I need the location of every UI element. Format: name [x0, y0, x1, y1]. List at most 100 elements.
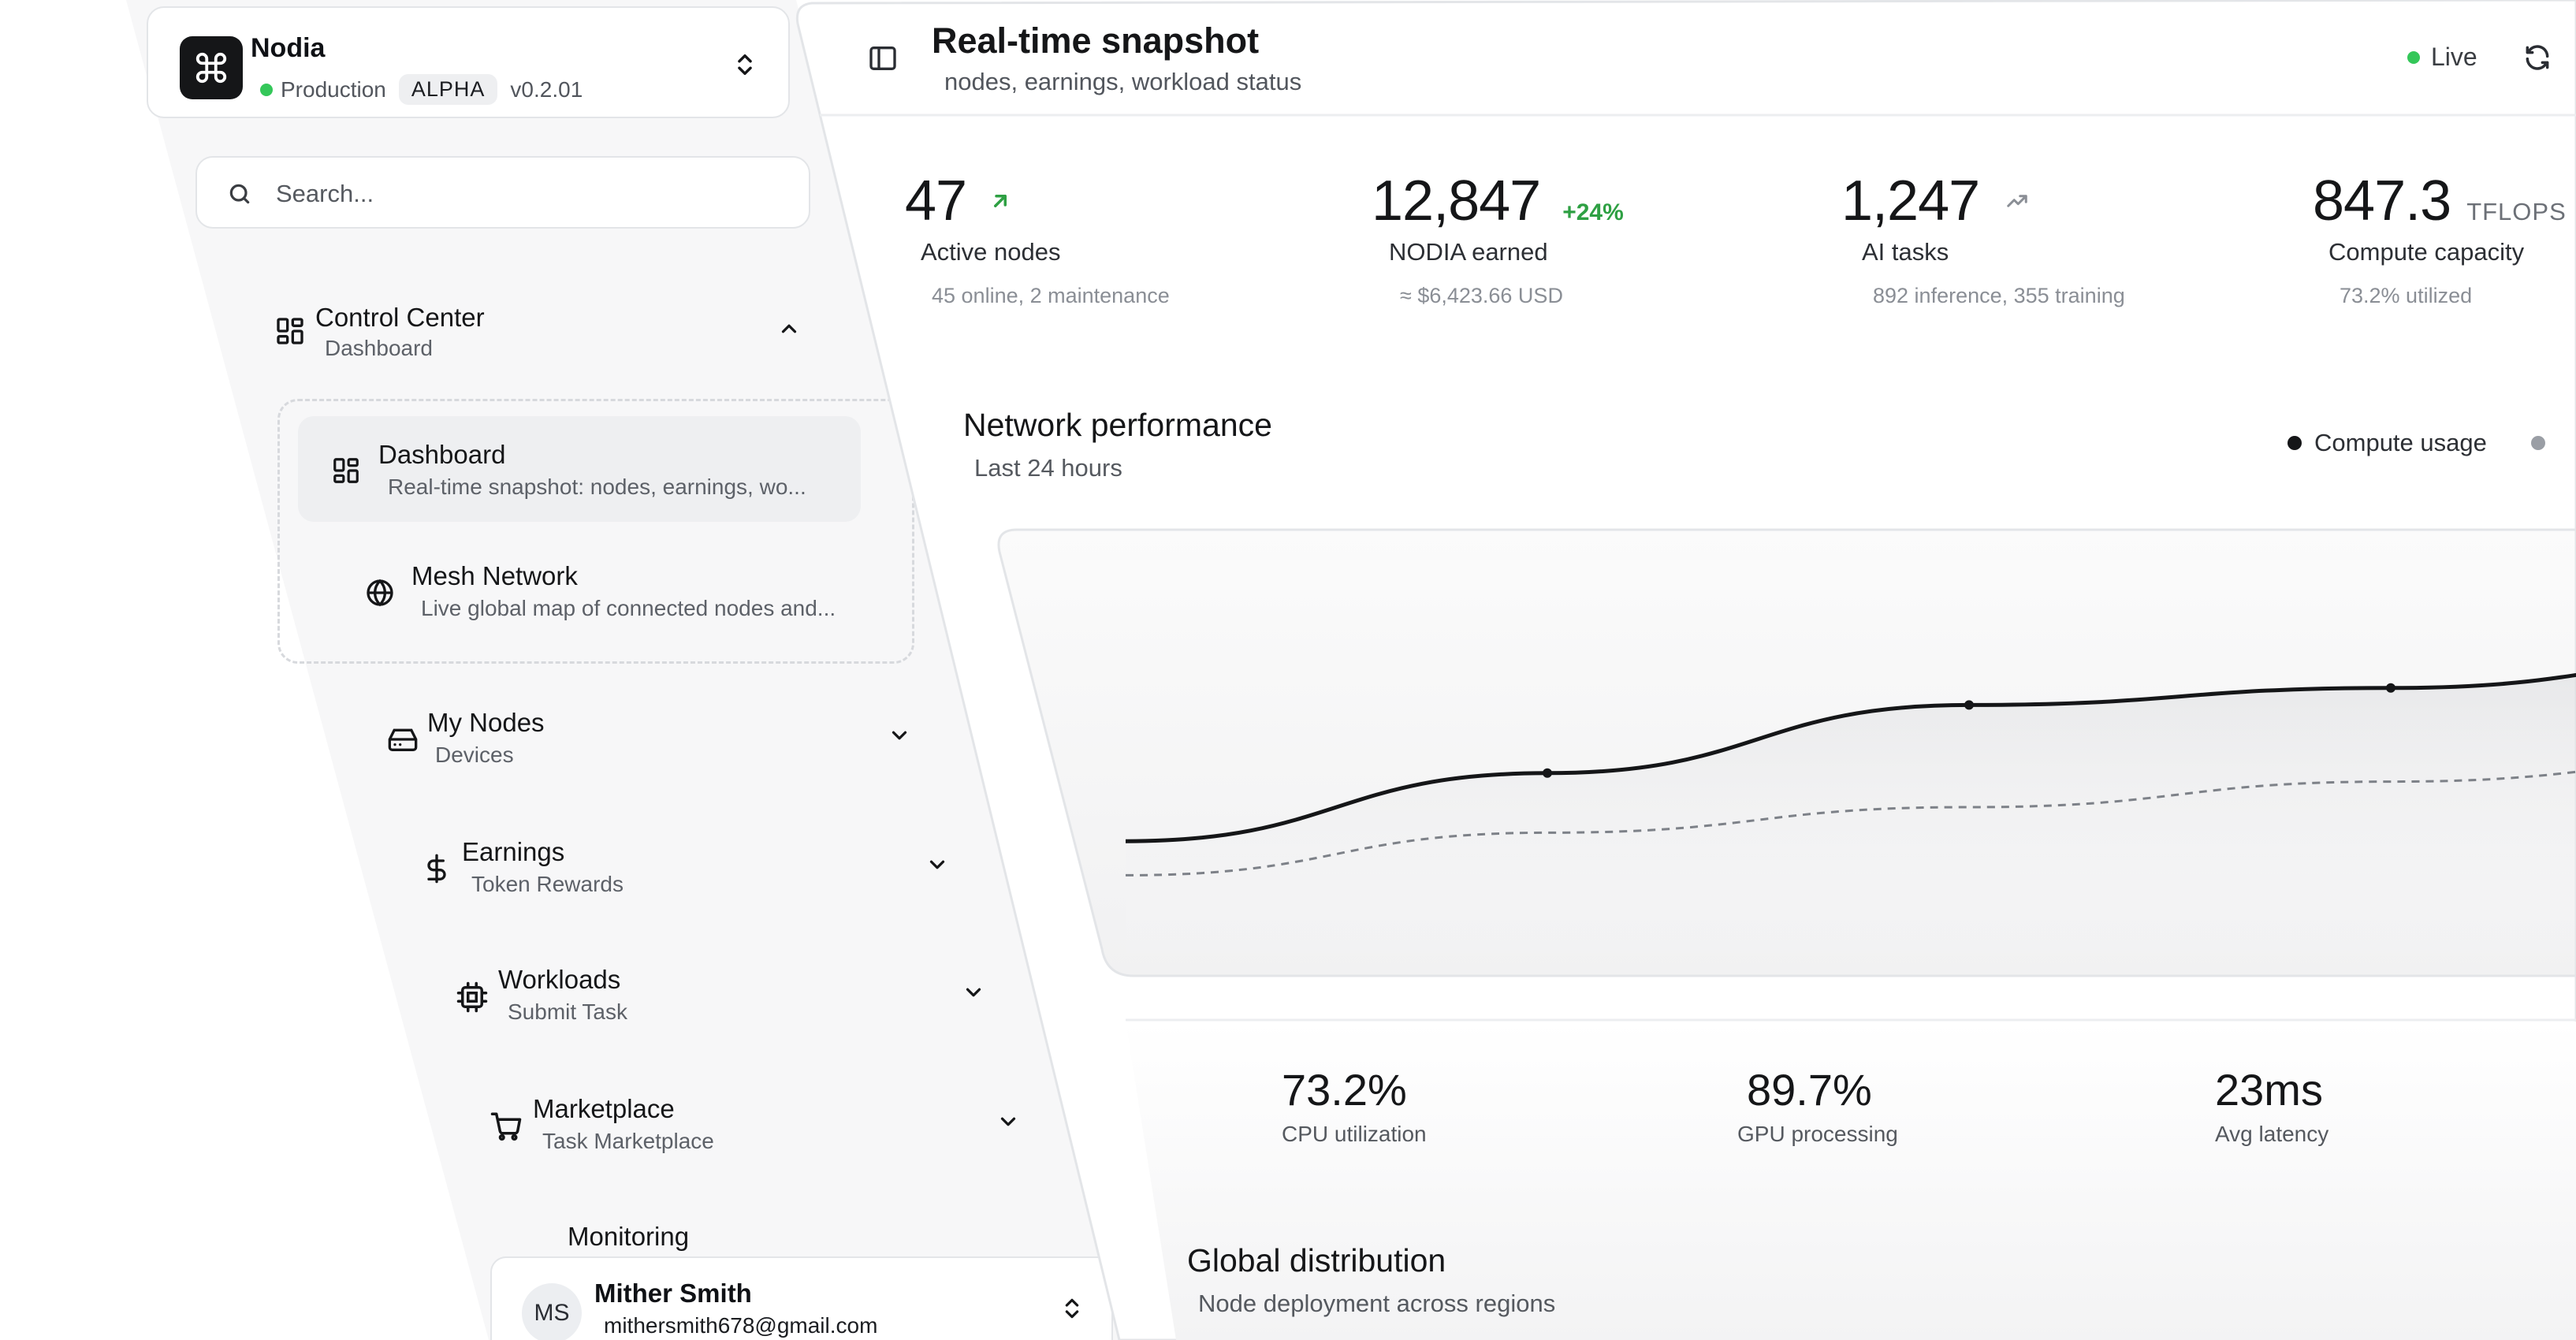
- nav-group-subtitle: Task Marketplace: [542, 1129, 714, 1153]
- version-label: v0.2.01: [510, 76, 583, 102]
- sidebar-toggle-icon[interactable]: [867, 43, 899, 74]
- search-box[interactable]: [195, 156, 810, 229]
- globe-icon: [367, 579, 393, 607]
- nav-item-subtitle: Real-time snapshot: nodes, earnings, wo.…: [388, 475, 806, 499]
- nav-item-mesh-network[interactable]: Mesh Network Live global map of connecte…: [355, 560, 891, 631]
- environment-label: Production: [281, 76, 386, 102]
- stat-compute-capacity: 847.3 TFLOPS Compute capacity 73.2% util…: [2313, 169, 2567, 308]
- legend-compute-usage: Compute usage: [2288, 429, 2487, 457]
- cpu-icon: [456, 981, 488, 1013]
- stat-value: 47: [905, 169, 967, 233]
- stat-delta: +24%: [1562, 199, 1624, 225]
- nav-group-subtitle: Devices: [435, 743, 514, 767]
- metric-label: CPU utilization: [1282, 1122, 1427, 1146]
- stat-foot: 73.2% utilized: [2340, 284, 2473, 307]
- stat-value: 1,247: [1841, 169, 1980, 233]
- chevron-down-icon: [966, 988, 981, 997]
- compute-usage-point[interactable]: [2386, 683, 2395, 693]
- dollar-icon: [427, 854, 446, 884]
- legend-secondary: [2530, 436, 2545, 450]
- cart-icon: [490, 1112, 522, 1141]
- nav-group-title: Control Center: [315, 303, 485, 332]
- page-subtitle: nodes, earnings, workload status: [944, 68, 1302, 95]
- stat-foot: ≈ $6,423.66 USD: [1400, 284, 1563, 307]
- stat-nodia-earned: 12,847 +24% NODIA earned ≈ $6,423.66 USD: [1372, 169, 1624, 308]
- sidebar-panel: [126, 0, 1151, 1340]
- nav-group-workloads[interactable]: Workloads Submit Task: [454, 963, 998, 1034]
- metric-latency: 23ms Avg latency: [2215, 1064, 2328, 1147]
- performance-title: Network performance: [963, 407, 1272, 443]
- secondary-series-line: [1125, 770, 2576, 877]
- nav-group-subtitle: Submit Task: [508, 999, 627, 1024]
- stat-label: NODIA earned: [1389, 238, 1548, 266]
- nav-group-title: Marketplace: [533, 1094, 675, 1123]
- metric-value: 89.7%: [1747, 1065, 1872, 1115]
- nav-subgroup: [277, 399, 914, 664]
- live-status: Live: [2407, 43, 2477, 72]
- metric-label: GPU processing: [1737, 1122, 1898, 1146]
- nav-item-title: Mesh Network: [411, 561, 578, 590]
- arrow-up-right-icon: [994, 195, 1007, 207]
- stat-ai-tasks: 1,247 AI tasks 892 inference, 355 traini…: [1841, 169, 2125, 308]
- app-name: Nodia: [251, 33, 326, 63]
- workspace-switcher[interactable]: Nodia Production ALPHA v0.2.01: [147, 6, 790, 118]
- alpha-badge: ALPHA: [398, 74, 498, 105]
- nav-group-title: My Nodes: [427, 708, 545, 737]
- stat-active-nodes: 47 Active nodes 45 online, 2 maintenance: [905, 169, 1170, 308]
- chevrons-up-down-icon: [738, 54, 752, 76]
- environment: Production: [260, 77, 386, 102]
- stat-foot: 45 online, 2 maintenance: [932, 284, 1170, 307]
- nav-group-monitoring[interactable]: Monitoring: [520, 1220, 1064, 1252]
- metric-value: 23ms: [2215, 1065, 2323, 1115]
- chart-legend: Compute usage: [2288, 429, 2545, 457]
- chevron-down-icon: [929, 860, 945, 869]
- trending-up-icon: [2007, 195, 2027, 207]
- stat-label: Compute capacity: [2328, 238, 2525, 266]
- nav-group-subtitle: Dashboard: [325, 336, 433, 360]
- legend-dot: [2288, 436, 2302, 450]
- live-label: Live: [2431, 43, 2477, 71]
- nav-item-dashboard[interactable]: Dashboard Real-time snapshot: nodes, ear…: [323, 438, 851, 509]
- legend-dot: [2530, 436, 2545, 450]
- nav-item-subtitle: Live global map of connected nodes and..…: [421, 596, 836, 620]
- nav-group-earnings[interactable]: Earnings Token Rewards: [418, 836, 962, 906]
- nav-group-my-nodes[interactable]: My Nodes Devices: [383, 706, 927, 777]
- metric-value: 73.2%: [1282, 1065, 1407, 1115]
- status-dot: [260, 83, 273, 96]
- page-title: Real-time snapshot: [932, 20, 1260, 61]
- nav-item-title: Dashboard: [378, 440, 506, 469]
- search-icon: [229, 184, 250, 204]
- refresh-icon[interactable]: [2522, 43, 2552, 73]
- stat-foot: 892 inference, 355 training: [1873, 284, 2125, 307]
- stat-label: AI tasks: [1862, 238, 1949, 266]
- user-name: Mither Smith: [594, 1279, 752, 1308]
- nav-item-dashboard-active-bg: [298, 416, 861, 522]
- compute-usage-point[interactable]: [1543, 768, 1552, 778]
- nav-group-title: Monitoring: [568, 1222, 690, 1251]
- performance-subtitle: Last 24 hours: [974, 454, 1122, 482]
- stat-value: 847.3: [2313, 169, 2451, 233]
- search-input[interactable]: [276, 172, 780, 216]
- dashboard-icon: [277, 318, 303, 344]
- command-icon: [180, 36, 243, 99]
- chevron-down-icon: [892, 731, 907, 740]
- stat-value: 12,847: [1372, 169, 1541, 233]
- nav-group-control-center[interactable]: Control Center Dashboard: [270, 301, 837, 372]
- chevron-up-icon: [781, 324, 797, 333]
- nav-group-title: Workloads: [498, 965, 621, 994]
- legend-label: Compute usage: [2314, 429, 2487, 456]
- nav-group-subtitle: Token Rewards: [471, 872, 624, 896]
- dashboard-icon: [333, 458, 359, 483]
- distribution-subtitle: Node deployment across regions: [1198, 1290, 1556, 1317]
- nav-group-marketplace[interactable]: Marketplace Task Marketplace: [489, 1092, 1033, 1163]
- live-dot: [2407, 50, 2420, 64]
- compute-usage-point[interactable]: [1964, 700, 1974, 710]
- user-email: mithersmith678@gmail.com: [604, 1313, 878, 1338]
- stat-unit: TFLOPS: [2466, 198, 2567, 225]
- user-menu[interactable]: MS Mither Smith mithersmith678@gmail.com: [490, 1256, 1113, 1340]
- hard-drive-icon: [388, 728, 418, 751]
- distribution-title: Global distribution: [1187, 1242, 1446, 1279]
